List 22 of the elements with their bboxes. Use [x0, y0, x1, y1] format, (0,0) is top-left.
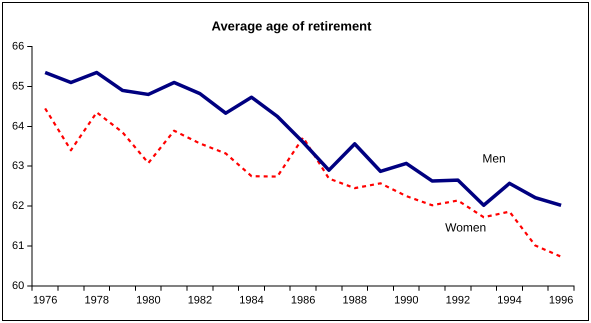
- y-tick-label: 60: [12, 280, 24, 292]
- series-label: Men: [482, 152, 506, 166]
- x-tick-label: 1996: [548, 294, 574, 306]
- x-tick-label: 1976: [32, 294, 58, 306]
- y-tick-label: 66: [12, 40, 24, 53]
- x-tick-label: 1992: [446, 294, 470, 306]
- x-tick-label: 1994: [497, 294, 522, 306]
- y-tick-label: 63: [12, 160, 24, 172]
- y-tick-label: 62: [12, 200, 24, 212]
- x-tick-label: 1984: [239, 294, 264, 306]
- line-series: [44, 107, 562, 258]
- chart-title: Average age of retirement: [212, 18, 372, 34]
- series-label: Women: [445, 220, 486, 235]
- x-tick-label: 1982: [188, 294, 212, 306]
- x-tick-label: 1986: [290, 294, 316, 306]
- x-tick-label: 1988: [342, 294, 367, 306]
- y-tick-label: 65: [12, 80, 24, 92]
- x-tick-label: 1980: [136, 294, 161, 306]
- y-tick-label: 64: [12, 120, 24, 132]
- x-tick-label: 1978: [84, 294, 109, 306]
- y-tick-label: 61: [12, 240, 24, 252]
- x-tick-label: 1990: [394, 294, 419, 306]
